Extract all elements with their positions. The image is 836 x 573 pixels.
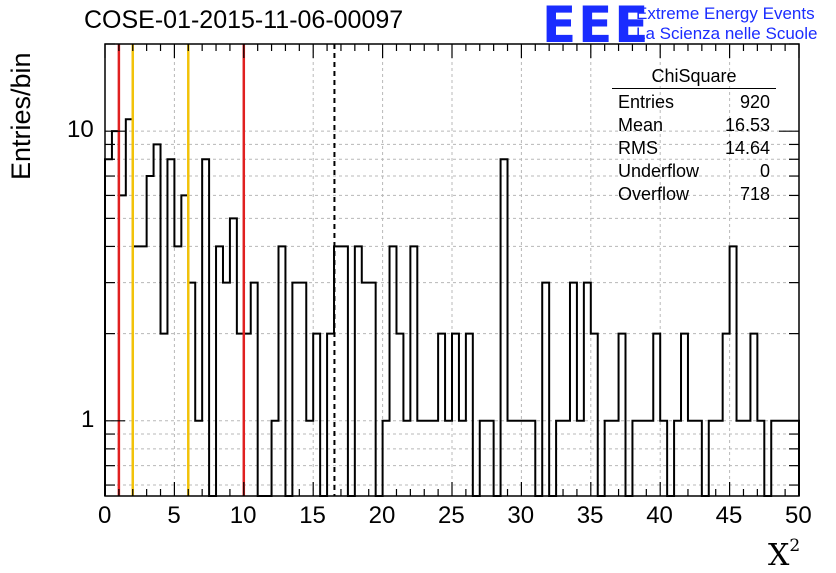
chart-title: COSE-01-2015-11-06-00097 (84, 6, 404, 34)
x-tick-label: 35 (576, 502, 604, 529)
stats-label: RMS (618, 138, 658, 158)
stats-row-rms: RMS 14.64 (612, 137, 776, 160)
x-tick-label: 30 (507, 502, 535, 529)
x-axis-label: X2 (768, 536, 801, 573)
histogram-series (104, 118, 800, 497)
x-tick-label: 20 (368, 502, 396, 529)
eee-logo: EEE (542, 0, 651, 54)
stats-row-underflow: Underflow 0 (612, 160, 776, 183)
y-tick-label: 10 (67, 116, 94, 144)
stats-title: ChiSquare (612, 66, 776, 89)
stats-label: Entries (618, 92, 675, 112)
x-tick-label: 5 (167, 502, 181, 529)
stats-value: 0 (759, 161, 770, 181)
x-tick-label: 10 (229, 502, 257, 529)
y-axis-label: Entries/bin (6, 52, 36, 180)
x-tick-label: 0 (98, 502, 112, 529)
stats-value: 718 (739, 184, 770, 204)
logo-line-1: Extreme Energy Events (636, 4, 815, 23)
stats-row-mean: Mean 16.53 (612, 114, 776, 137)
x-tick-label: 50 (785, 502, 812, 529)
stats-label: Overflow (618, 184, 690, 204)
stats-box: ChiSquare Entries 920 Mean 16.53 RMS 14.… (612, 66, 776, 206)
x-tick-label: 15 (299, 502, 326, 529)
stats-label: Underflow (618, 161, 700, 181)
x-tick-label: 45 (715, 502, 743, 529)
y-tick-label: 1 (81, 405, 95, 433)
x-tick-label: 25 (438, 502, 465, 529)
stats-label: Mean (618, 115, 664, 135)
stats-row-entries: Entries 920 (612, 91, 776, 114)
logo-line-2: La Scienza nelle Scuole (636, 24, 818, 43)
stats-value: 920 (739, 92, 770, 112)
stats-row-overflow: Overflow 718 (612, 183, 776, 206)
x-tick-label: 40 (646, 502, 673, 529)
stats-value: 16.53 (724, 115, 770, 135)
stats-value: 14.64 (724, 138, 770, 158)
